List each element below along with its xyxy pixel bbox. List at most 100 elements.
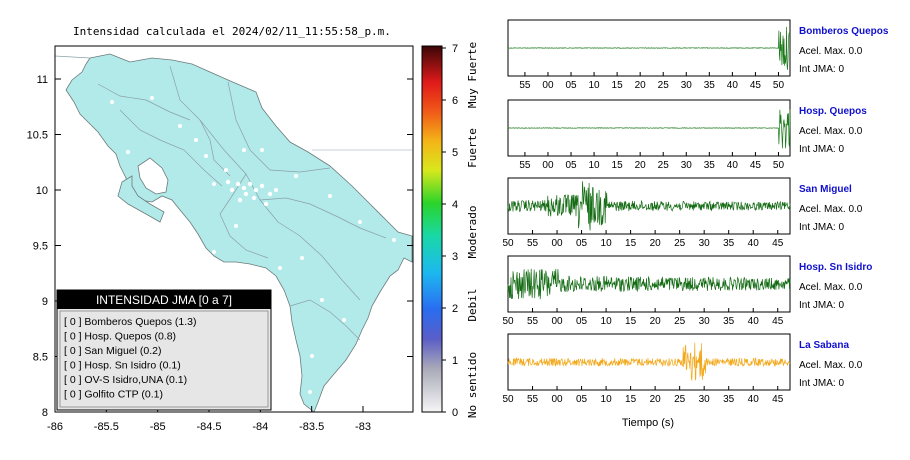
trace-time-tick: 55	[527, 394, 539, 405]
gulf-of-nicoya	[137, 157, 169, 195]
nicoya-peninsula-tip	[117, 175, 165, 223]
colorbar-tick: 4	[452, 199, 458, 211]
trace-time-tick: 00	[542, 80, 554, 91]
colorbar-tick: 6	[452, 95, 458, 107]
trace-time-tick: 15	[625, 394, 637, 405]
trace-time-tick: 45	[750, 80, 762, 91]
trace-time-tick: 45	[750, 160, 762, 171]
trace-time-tick: 50	[502, 394, 514, 405]
trace-time-tick: 55	[519, 160, 531, 171]
colorbar-level-label: Fuerte	[466, 128, 479, 168]
station-name: Hosp. Quepos	[799, 106, 867, 117]
trace-time-tick: 45	[772, 316, 784, 327]
trace-time-tick: 30	[699, 238, 711, 249]
station-name: La Sabana	[799, 340, 849, 351]
trace-panel: 55 00 05 10 15 20 25 30 35 40 45 50 Bomberos Quepos A…	[507, 19, 889, 91]
trace-panel: 50 55 00 05 10 15 20 25 30 35 40 45 La Sabana Acel. M…	[502, 333, 863, 405]
colorbar-tick: 7	[452, 43, 458, 55]
trace-time-tick: 00	[551, 316, 563, 327]
map-y-axis: 8 8.5 9 9.5 10 10.5 11	[27, 74, 413, 419]
colorbar-tick: 0	[452, 407, 458, 419]
trace-time-tick: 20	[650, 238, 662, 249]
station-name: Hosp. Sn Isidro	[799, 262, 872, 273]
trace-time-tick: 15	[612, 160, 624, 171]
station-max-accel: Acel. Max. 0.0	[799, 282, 863, 293]
trace-panel: 55 00 05 10 15 20 25 30 35 40 45 50 Hosp. Quepos Acel…	[507, 99, 867, 171]
colorbar-level-label: Muy Fuerte	[466, 42, 479, 108]
station-max-accel: Acel. Max. 0.0	[799, 360, 863, 371]
map-x-tick: -85.5	[94, 421, 119, 433]
trace-time-tick: 30	[699, 394, 711, 405]
legend-item: [ 0 ] OV-S Isidro,UNA (0.1)	[64, 374, 187, 386]
traces-x-axis-label: Tiempo (s)	[622, 417, 674, 429]
map-y-tick: 8.5	[33, 352, 48, 364]
map-x-tick: -83.5	[299, 421, 324, 433]
trace-time-tick: 45	[772, 394, 784, 405]
station-jma-intensity: Int JMA: 0	[799, 64, 844, 75]
trace-panel: 50 55 00 05 10 15 20 25 30 35 40 45 San Miguel Acel. …	[502, 177, 863, 249]
intensity-colorbar: 0 1 2 3 4 5 6 7 No sentido Debil Moderado Fuerte Mu…	[421, 42, 479, 419]
trace-time-tick: 10	[601, 394, 613, 405]
trace-time-tick: 30	[681, 80, 693, 91]
trace-time-tick: 25	[674, 394, 686, 405]
trace-time-tick: 15	[612, 80, 624, 91]
trace-time-tick: 10	[589, 160, 601, 171]
trace-time-tick: 40	[727, 80, 739, 91]
trace-time-tick: 15	[625, 316, 637, 327]
trace-time-tick: 05	[576, 316, 588, 327]
trace-time-tick: 50	[773, 80, 785, 91]
map-y-tick: 10.5	[27, 130, 48, 142]
trace-time-tick: 20	[650, 394, 662, 405]
colorbar-tick: 2	[452, 303, 458, 315]
waveform-line	[507, 109, 791, 149]
station-max-accel: Acel. Max. 0.0	[799, 46, 863, 57]
trace-time-tick: 40	[748, 394, 760, 405]
trace-time-tick: 20	[635, 80, 647, 91]
station-jma-intensity: Int JMA: 0	[799, 378, 844, 389]
trace-time-tick: 30	[699, 316, 711, 327]
trace-time-tick: 40	[748, 316, 760, 327]
trace-time-tick: 10	[589, 80, 601, 91]
trace-time-tick: 50	[502, 316, 514, 327]
waveform-line	[507, 26, 791, 70]
trace-time-tick: 55	[519, 80, 531, 91]
trace-time-tick: 25	[674, 238, 686, 249]
costa-rica-landmass	[65, 53, 413, 412]
station-name: Bomberos Quepos	[799, 26, 889, 37]
waveform-panels: 55 00 05 10 15 20 25 30 35 40 45 50 Bomberos Quepos A…	[502, 19, 889, 405]
trace-time-tick: 20	[635, 160, 647, 171]
map-y-tick: 8	[42, 407, 48, 419]
trace-time-tick: 30	[681, 160, 693, 171]
colorbar-scale	[421, 45, 443, 413]
legend-item: [ 0 ] Golfito CTP (0.1)	[64, 389, 163, 401]
map-y-tick: 10	[36, 185, 48, 197]
waveform-line	[507, 181, 791, 231]
trace-time-tick: 35	[704, 80, 716, 91]
colorbar-tick: 1	[452, 355, 458, 367]
intensity-legend: INTENSIDAD JMA [0 a 7] [ 0 ] Bomberos Qu…	[56, 289, 272, 411]
colorbar-level-label: Debil	[466, 288, 479, 321]
station-name: San Miguel	[799, 184, 852, 195]
trace-time-tick: 40	[748, 238, 760, 249]
colorbar-level-label: No sentido	[466, 352, 479, 418]
legend-item: [ 0 ] San Miguel (0.2)	[64, 345, 161, 357]
map-borders	[97, 65, 387, 341]
trace-time-tick: 35	[723, 238, 735, 249]
station-jma-intensity: Int JMA: 0	[799, 144, 844, 155]
trace-time-tick: 05	[565, 160, 577, 171]
trace-time-tick: 10	[601, 238, 613, 249]
station-jma-intensity: Int JMA: 0	[799, 222, 844, 233]
trace-time-tick: 00	[551, 238, 563, 249]
map-x-tick: -84.5	[196, 421, 221, 433]
legend-title: INTENSIDAD JMA [0 a 7]	[96, 293, 232, 307]
map-y-tick: 11	[37, 74, 48, 86]
legend-item: [ 0 ] Bomberos Quepos (1.3)	[64, 316, 196, 328]
map-y-tick: 9	[42, 296, 48, 308]
map-x-tick: -84	[252, 421, 268, 433]
map-x-axis: -86 -85.5 -85 -84.5 -84 -83.5 -83	[47, 406, 371, 433]
colorbar-level-label: Moderado	[466, 206, 479, 259]
colorbar-tick: 3	[452, 251, 458, 263]
trace-time-tick: 35	[704, 160, 716, 171]
legend-item: [ 0 ] Hosp. Quepos (0.8)	[64, 331, 176, 343]
